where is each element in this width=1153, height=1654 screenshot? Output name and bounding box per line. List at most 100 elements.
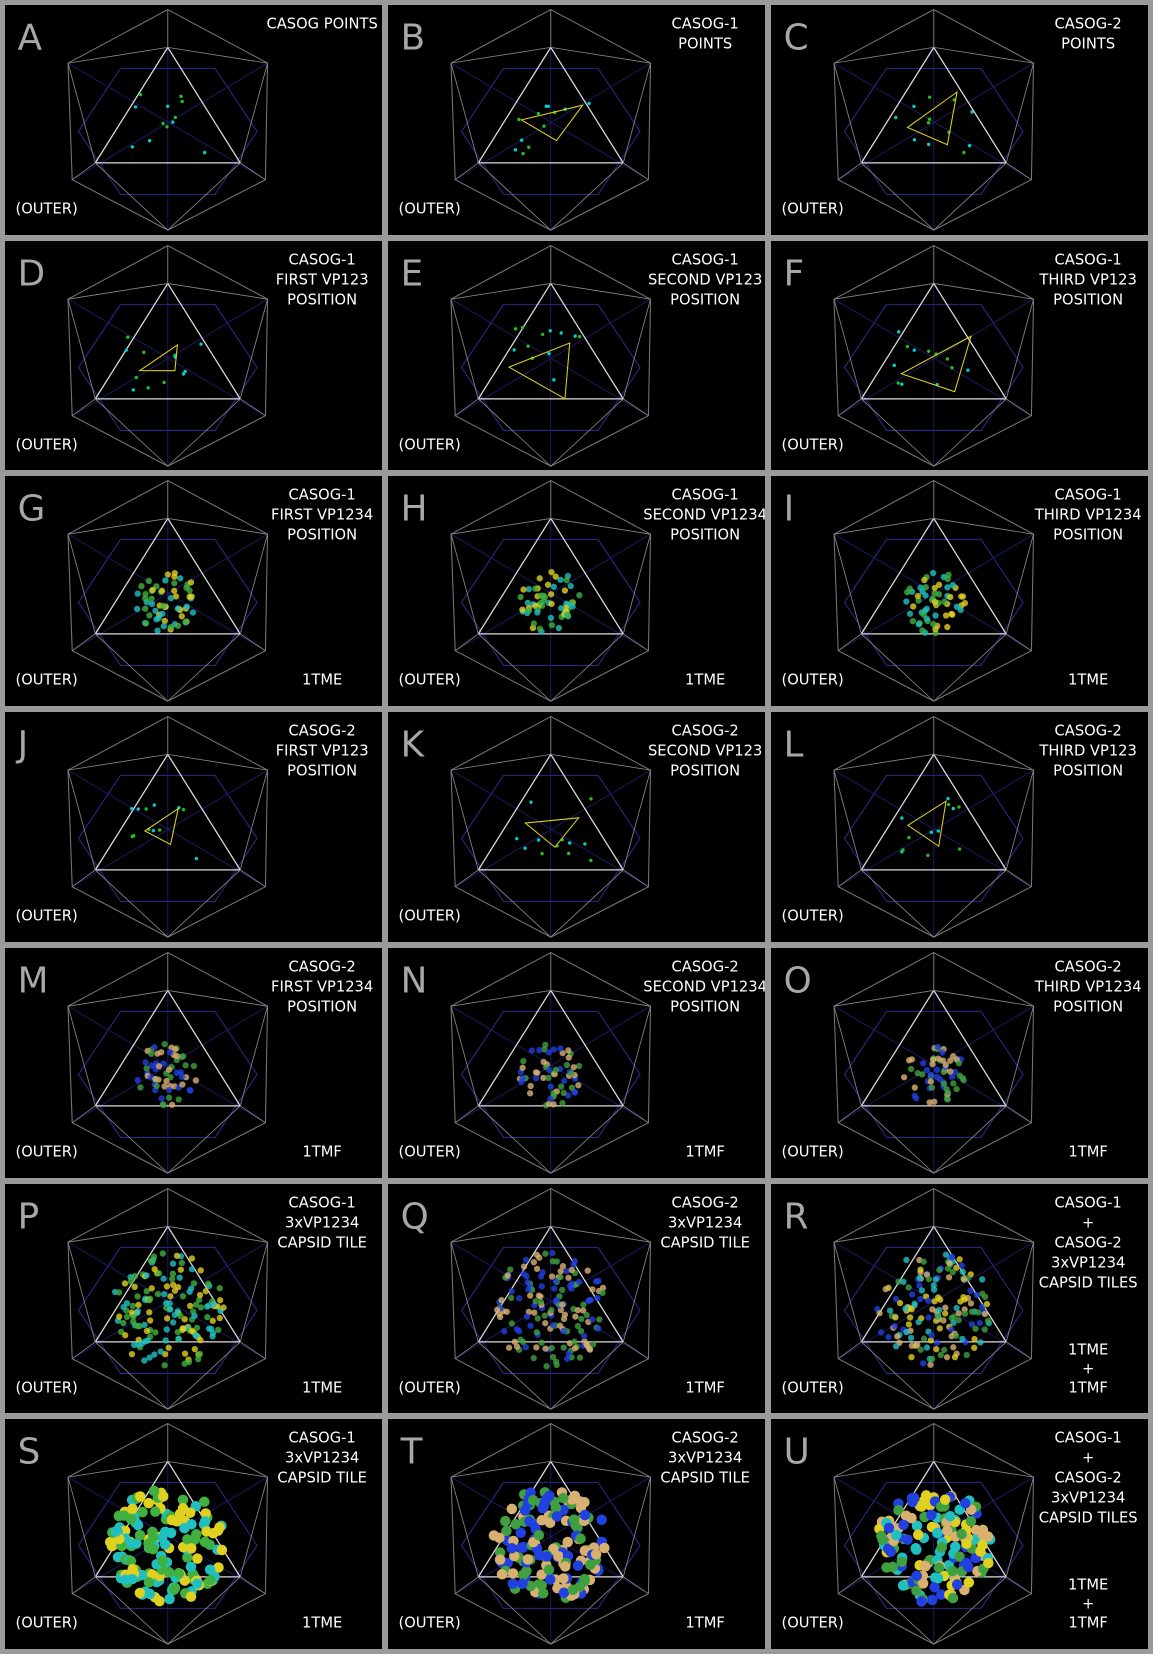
view-label: (OUTER) (782, 672, 844, 689)
view-label: (OUTER) (399, 1143, 461, 1160)
atom (154, 627, 161, 635)
atom (150, 1506, 161, 1518)
edge (239, 1341, 266, 1359)
atom (979, 1303, 986, 1310)
atom (567, 1584, 579, 1596)
point (536, 838, 541, 842)
atom (522, 1343, 529, 1350)
edge (833, 1225, 934, 1243)
edge (450, 1241, 479, 1342)
atom (544, 582, 552, 589)
atom (164, 1594, 175, 1605)
edge (622, 1477, 651, 1578)
atom (920, 1059, 927, 1067)
atom (588, 1315, 596, 1323)
point (900, 816, 904, 820)
atom (920, 1561, 931, 1572)
atom (893, 1505, 904, 1516)
atom (950, 1313, 958, 1320)
atom (143, 1498, 154, 1509)
edge (478, 1576, 552, 1645)
atom (141, 1356, 148, 1364)
point (161, 121, 165, 126)
atom (150, 1252, 158, 1260)
point (202, 150, 207, 155)
panel: J CASOG-2 FIRST VP123 POSITION (OUTER) (5, 712, 382, 942)
edge (167, 869, 241, 938)
atom (191, 1312, 198, 1319)
front-face (860, 46, 1008, 164)
point (520, 325, 525, 329)
atom (525, 1308, 532, 1315)
atom (891, 1530, 902, 1541)
back-edges (843, 1482, 1024, 1610)
atom (188, 1265, 196, 1272)
edge (95, 634, 169, 702)
atom (523, 1313, 531, 1320)
edge (837, 1105, 862, 1123)
atom (953, 1085, 960, 1093)
panel-label: CASOG-2 (289, 958, 356, 975)
view-label: (OUTER) (399, 672, 461, 689)
position-triangle (523, 817, 580, 849)
atom (537, 1272, 545, 1280)
atom (146, 612, 153, 619)
panel-label: CASOG-2 (672, 723, 739, 740)
panel-letter: Q (401, 1196, 429, 1237)
atom (517, 594, 524, 601)
atom (120, 1303, 127, 1310)
pdb-code: 1TMF (685, 1143, 724, 1160)
front-face (477, 753, 625, 871)
panel-label: CASOG-2 (672, 1194, 739, 1211)
edge (167, 162, 241, 231)
atom (167, 1292, 174, 1300)
point (912, 138, 917, 142)
back-edge (833, 1477, 1032, 1595)
atom (189, 609, 197, 617)
atom (959, 593, 967, 601)
atom (507, 1265, 514, 1273)
edge (550, 989, 651, 1007)
atom (143, 1577, 155, 1588)
panel-label: CASOG-2 (672, 1430, 739, 1447)
edge (550, 869, 624, 938)
atom (928, 1331, 935, 1339)
atom (932, 612, 939, 620)
atom (977, 1338, 984, 1346)
atom (917, 1266, 924, 1273)
panel-label: + (1082, 1450, 1094, 1467)
atom (557, 1045, 564, 1052)
atom (161, 1083, 168, 1090)
edge (833, 298, 862, 399)
edge (933, 754, 1034, 771)
atom (134, 1076, 141, 1084)
atom (165, 1094, 173, 1101)
atom (134, 1587, 146, 1599)
atom (931, 585, 938, 592)
atom (557, 1267, 564, 1275)
atom (951, 1579, 963, 1590)
atom (178, 1073, 186, 1080)
atom (907, 1334, 915, 1341)
pdb-code: 1TME (1068, 1577, 1108, 1594)
atom (939, 1494, 951, 1506)
atom (531, 1309, 538, 1316)
pdb-code: 1TMF (1068, 1615, 1107, 1632)
atom (190, 1279, 198, 1287)
pdb-code: 1TMF (685, 1379, 724, 1396)
point (540, 852, 544, 856)
panel-label: CASOG-1 (289, 1430, 356, 1447)
edge (450, 1461, 551, 1478)
atom (152, 1328, 159, 1336)
atom (153, 1082, 160, 1089)
edge (1005, 1477, 1034, 1578)
atom (906, 611, 914, 618)
atom (908, 1056, 916, 1063)
view-label: (OUTER) (16, 1379, 78, 1396)
panel-label: POSITION (287, 998, 357, 1015)
atom (507, 1568, 519, 1579)
atom (152, 1075, 159, 1083)
atom (155, 1062, 163, 1070)
atom (160, 1060, 167, 1067)
atom (161, 1040, 168, 1048)
